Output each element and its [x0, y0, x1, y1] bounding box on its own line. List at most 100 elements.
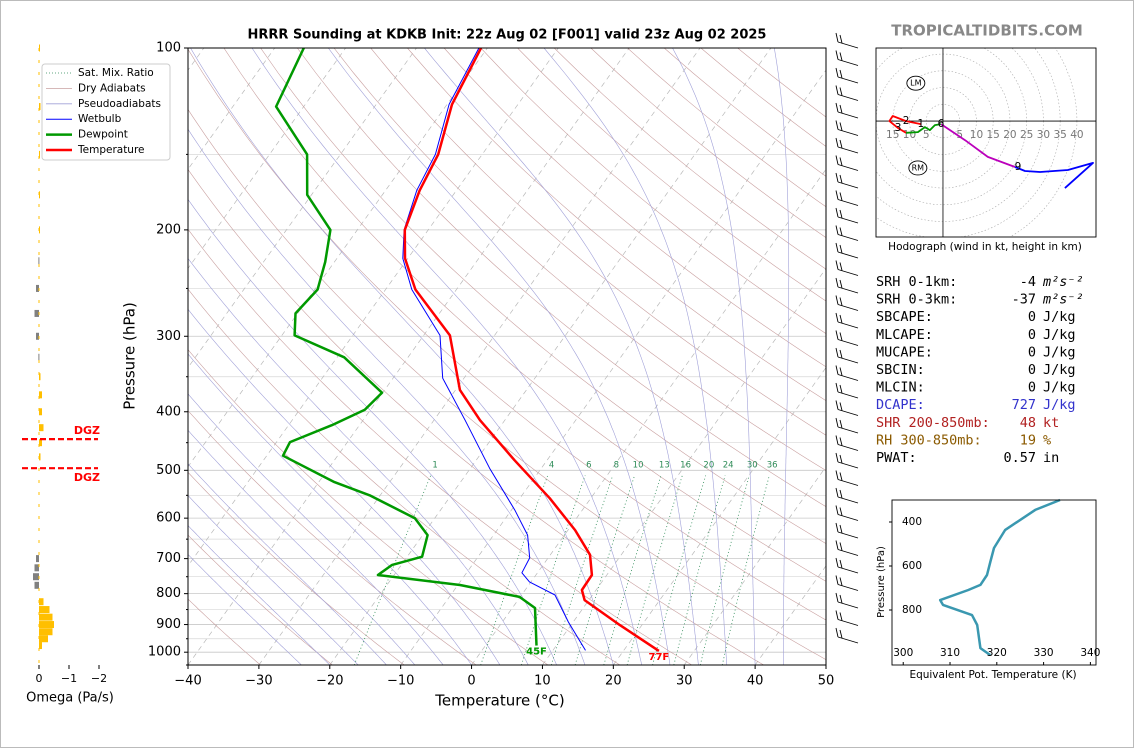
legend-label: Dewpoint — [78, 129, 128, 141]
height-marker: 6 — [938, 118, 945, 130]
hodograph-tick-label: 40 — [1070, 129, 1083, 141]
hodograph-tick-label: 10 — [970, 129, 983, 141]
parameter-unit: m²s⁻² — [1042, 292, 1084, 308]
legend-label: Temperature — [77, 144, 145, 156]
surface-label: 45F — [526, 647, 547, 658]
theta-e-x-tick-label: 330 — [1034, 647, 1054, 659]
parameter-unit: % — [1043, 432, 1051, 448]
parameter-unit: J/kg — [1043, 344, 1076, 360]
height-marker: 3 — [895, 122, 902, 134]
parameter-label: MUCAPE: — [876, 344, 933, 360]
parameter-value: 0 — [1028, 327, 1036, 343]
mixing-ratio-label: 1 — [432, 461, 437, 471]
mixing-ratio-label: 16 — [680, 461, 691, 471]
omega-bar — [39, 621, 54, 628]
parameter-value: 0 — [1028, 380, 1036, 396]
theta-e-x-tick-label: 300 — [893, 647, 913, 659]
y-tick-label: 1000 — [148, 645, 181, 660]
parameter-value: 19 — [1020, 432, 1036, 448]
y-tick-label: 400 — [156, 404, 181, 419]
y-tick-label: 900 — [156, 617, 181, 632]
x-tick-label: −30 — [245, 674, 272, 689]
theta-e-x-tick-label: 340 — [1080, 647, 1100, 659]
dgz-label: DGZ — [74, 424, 100, 437]
y-tick-label: 300 — [156, 329, 181, 344]
parameter-value: 0 — [1028, 362, 1036, 378]
x-axis-label: Temperature (°C) — [434, 692, 564, 710]
height-marker: 9 — [1015, 161, 1022, 173]
hodograph-tick-label: 35 — [1053, 129, 1066, 141]
mixing-ratio-label: 30 — [747, 461, 758, 471]
x-tick-label: 40 — [747, 674, 764, 689]
parameter-label: RH 300-850mb: — [876, 432, 982, 448]
surface-label: 77F — [648, 652, 669, 663]
x-tick-label: 0 — [467, 674, 475, 689]
omega-axis-label: Omega (Pa/s) — [26, 691, 114, 706]
omega-bar — [38, 354, 39, 361]
x-tick-label: 50 — [818, 674, 835, 689]
parameter-unit: J/kg — [1043, 327, 1076, 343]
omega-bar — [39, 614, 53, 621]
brand: TROPICALTIDBITS.COM — [891, 22, 1083, 40]
theta-e-x-tick-label: 310 — [940, 647, 960, 659]
parameter-label: SRH 0-3km: — [876, 292, 957, 308]
y-axis-label: Pressure (hPa) — [121, 302, 139, 410]
legend-label: Wetbulb — [78, 113, 122, 125]
hodograph-tick-label: 30 — [1037, 129, 1050, 141]
mixing-ratio-label: 13 — [659, 461, 670, 471]
parameter-unit: J/kg — [1043, 380, 1076, 396]
mixing-ratio-label: 10 — [633, 461, 644, 471]
omega-bar — [39, 635, 48, 642]
height-marker: 1 — [918, 118, 925, 130]
storm-motion-label: RM — [912, 163, 925, 172]
omega-bar — [36, 555, 39, 562]
parameter-value: 0 — [1028, 344, 1036, 360]
parameter-label: MLCAPE: — [876, 327, 933, 343]
theta-e-y-tick-label: 800 — [902, 604, 922, 616]
hodograph-caption: Hodograph (wind in kt, height in km) — [888, 241, 1082, 253]
theta-e-y-tick-label: 600 — [902, 560, 922, 572]
theta-e-x-tick-label: 320 — [987, 647, 1007, 659]
y-tick-label: 600 — [156, 511, 181, 526]
storm-motion-label: LM — [910, 79, 921, 88]
parameter-label: MLCIN: — [876, 380, 925, 396]
x-tick-label: 30 — [676, 674, 693, 689]
x-tick-label: −20 — [316, 674, 343, 689]
parameter-label: DCAPE: — [876, 397, 925, 413]
parameter-unit: kt — [1043, 415, 1059, 431]
parameter-label: PWAT: — [876, 450, 917, 466]
omega-bar — [35, 310, 40, 317]
mixing-ratio-label: 20 — [703, 461, 714, 471]
legend-label: Pseudoadiabats — [78, 98, 161, 110]
hodograph-tick-label: 25 — [1020, 129, 1033, 141]
legend-label: Dry Adiabats — [78, 82, 146, 94]
x-tick-label: 10 — [534, 674, 551, 689]
parameter-value: 727 — [1012, 397, 1036, 413]
omega-x-tick-label: −2 — [91, 672, 107, 685]
mixing-ratio-label: 36 — [767, 461, 778, 471]
omega-bar — [39, 598, 44, 605]
hodograph-tick-label: 5 — [923, 129, 930, 141]
theta-e-y-tick-label: 400 — [902, 516, 922, 528]
dgz-label: DGZ — [74, 471, 100, 484]
y-tick-label: 100 — [156, 41, 181, 56]
mixing-ratio-label: 4 — [549, 461, 554, 471]
parameter-label: SBCAPE: — [876, 309, 933, 325]
omega-x-tick-label: 0 — [36, 672, 43, 685]
omega-bar — [35, 564, 40, 571]
parameter-value: 48 — [1020, 415, 1036, 431]
omega-bar — [33, 573, 39, 580]
x-tick-label: −40 — [174, 674, 201, 689]
y-tick-label: 500 — [156, 463, 181, 478]
parameter-unit: m²s⁻² — [1042, 274, 1084, 290]
x-tick-label: −10 — [387, 674, 414, 689]
height-marker: 2 — [903, 115, 910, 127]
hodograph-tick-label: 15 — [987, 129, 1000, 141]
parameter-label: SBCIN: — [876, 362, 925, 378]
parameter-value: 0.57 — [1003, 450, 1036, 466]
omega-bar — [35, 582, 40, 589]
mixing-ratio-label: 8 — [614, 461, 619, 471]
parameter-label: SHR 200-850mb: — [876, 415, 990, 431]
